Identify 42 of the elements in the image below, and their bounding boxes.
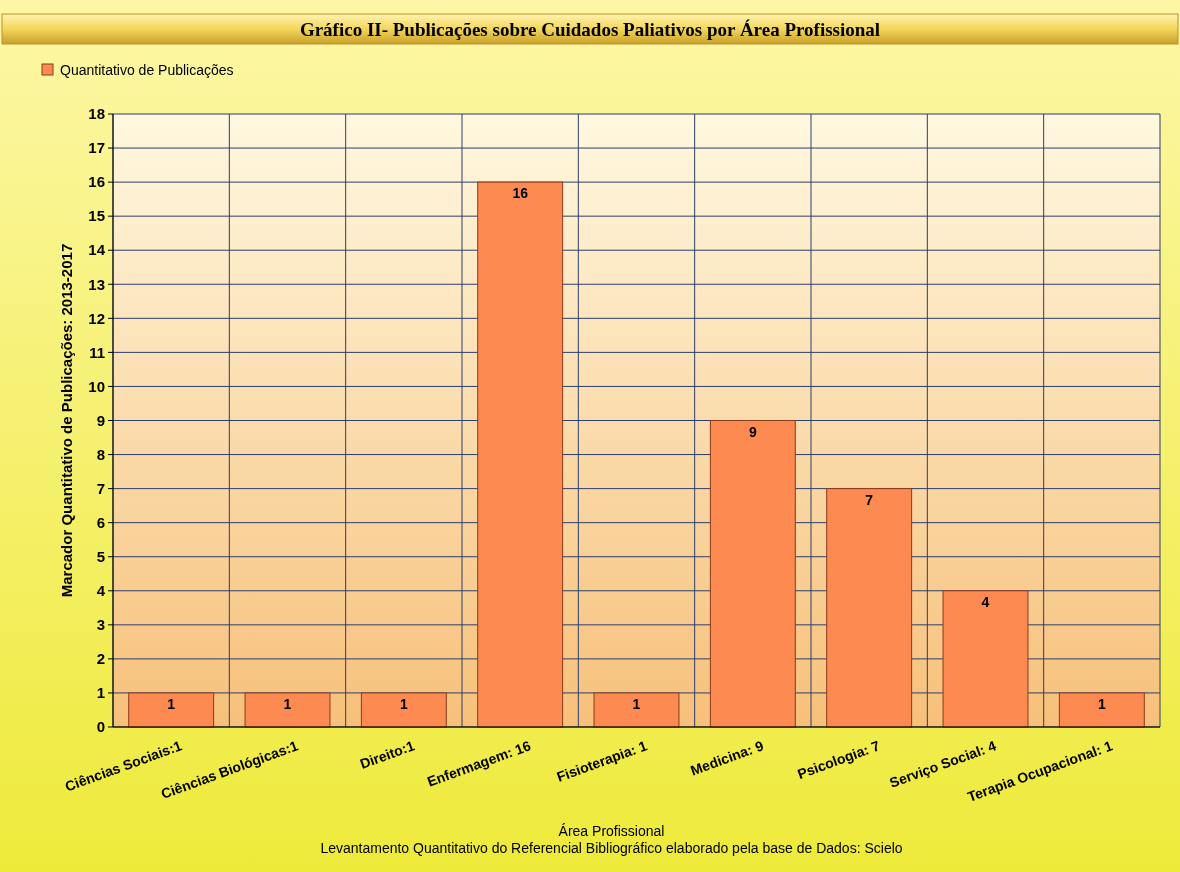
y-tick-label: 14 xyxy=(88,241,106,259)
data-label: 1 xyxy=(1097,695,1106,712)
bar xyxy=(477,181,564,728)
data-label: 9 xyxy=(748,423,757,440)
chart-title: Gráfico II- Publicações sobre Cuidados Paliativos por Área Profissional xyxy=(299,19,881,40)
bar xyxy=(593,692,680,728)
bar xyxy=(709,420,796,728)
bar xyxy=(826,488,913,728)
y-tick-label: 16 xyxy=(88,173,105,191)
y-tick-label: 11 xyxy=(89,343,105,361)
bar xyxy=(128,692,215,728)
bar xyxy=(1058,692,1145,728)
y-tick-label: 3 xyxy=(96,616,105,634)
y-tick-label: 2 xyxy=(96,650,105,668)
y-tick-label: 6 xyxy=(96,513,105,531)
y-tick-label: 4 xyxy=(96,582,106,600)
y-tick-label: 0 xyxy=(96,718,105,736)
y-tick-label: 7 xyxy=(96,479,105,497)
y-tick-label: 9 xyxy=(96,411,105,429)
data-label: 1 xyxy=(632,695,641,712)
y-tick-label: 10 xyxy=(88,377,105,395)
bar xyxy=(244,692,331,728)
x-axis-title: Área Profissional xyxy=(558,823,665,839)
y-tick-label: 13 xyxy=(88,275,105,293)
y-tick-label: 8 xyxy=(96,445,105,463)
y-axis-title: Marcador Quantitativo de Publicações: 2013-2017 xyxy=(58,243,75,598)
data-label: 4 xyxy=(981,593,990,610)
data-label: 16 xyxy=(512,185,529,202)
text: Levantamento Quantitativo do Referencial Bibliográfico elaborado pela base de Dados: Scielo xyxy=(320,840,903,856)
data-label: 1 xyxy=(283,695,292,712)
y-tick-label: 15 xyxy=(88,207,105,225)
y-tick-label: 1 xyxy=(96,684,105,702)
y-tick-label: 18 xyxy=(88,105,105,123)
data-label: 7 xyxy=(865,491,874,508)
bar xyxy=(360,692,447,728)
legend-label: Quantitativo de Publicações xyxy=(60,62,234,78)
y-tick-label: 5 xyxy=(96,547,105,565)
y-tick-label: 17 xyxy=(88,139,105,157)
bar xyxy=(942,590,1029,728)
data-label: 1 xyxy=(167,695,176,712)
data-label: 1 xyxy=(399,695,408,712)
y-tick-label: 12 xyxy=(88,309,105,327)
